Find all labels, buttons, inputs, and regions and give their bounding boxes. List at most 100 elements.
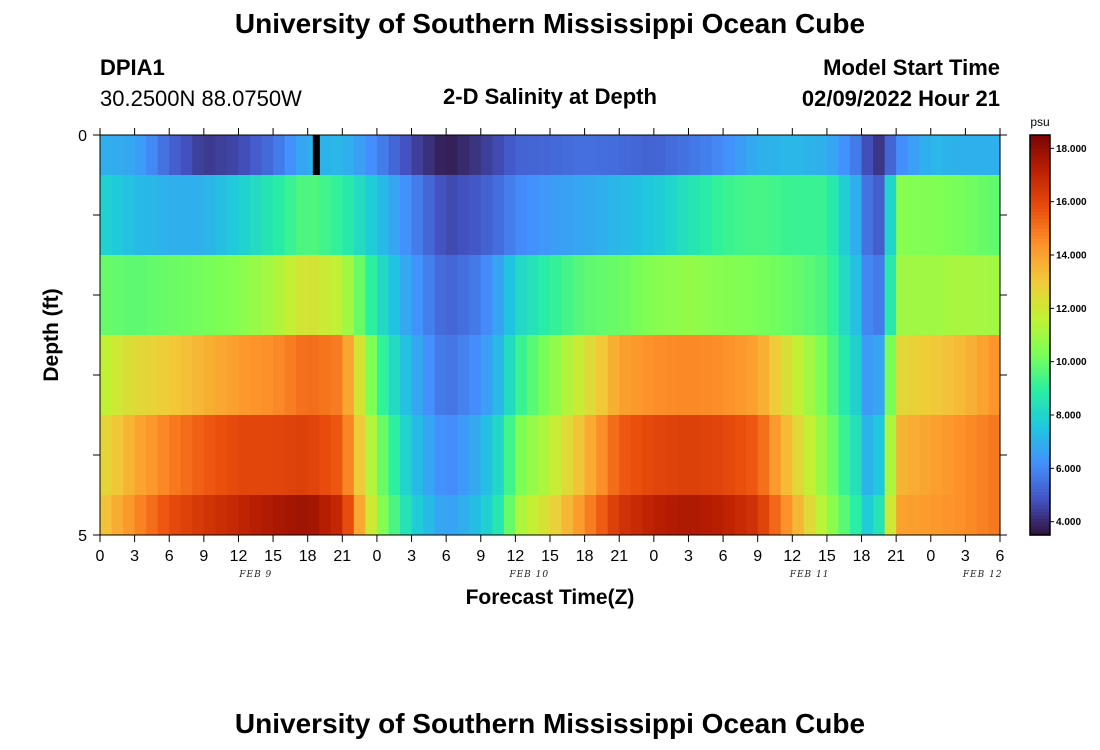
colorbar-segment: [1030, 521, 1050, 526]
heatmap-cell: [169, 175, 182, 255]
heatmap-cell: [226, 335, 240, 415]
heatmap-cell: [988, 255, 1001, 335]
heatmap-cell: [538, 415, 551, 495]
heatmap-cell: [584, 415, 597, 495]
heatmap-cell: [284, 175, 297, 255]
heatmap-cell: [573, 335, 586, 415]
heatmap-cell: [653, 415, 666, 495]
x-tick-label: 6: [996, 548, 1005, 565]
heatmap-cell: [319, 175, 332, 255]
heatmap-cell: [884, 415, 897, 495]
heatmap-cell: [838, 415, 851, 495]
heatmap-cell: [700, 335, 713, 415]
heatmap-cell: [296, 335, 309, 415]
heatmap-cell: [757, 175, 770, 255]
heatmap-cell: [284, 335, 297, 415]
colorbar-segment: [1030, 305, 1050, 309]
heatmap-cell: [953, 175, 966, 255]
colorbar-segment: [1030, 285, 1050, 289]
heatmap-cell: [203, 175, 216, 255]
heatmap-cell: [342, 415, 355, 495]
colorbar-segment: [1030, 321, 1050, 326]
heatmap-cell: [769, 495, 782, 535]
heatmap-cell: [446, 175, 459, 255]
colorbar-segment: [1030, 231, 1050, 236]
colorbar-segment: [1030, 215, 1050, 219]
heatmap-cell: [342, 175, 355, 255]
heatmap-cell: [573, 135, 586, 175]
heatmap-cell: [642, 335, 655, 415]
colorbar-segment: [1030, 301, 1050, 306]
heatmap-cell: [573, 255, 586, 335]
heatmap-cell: [146, 175, 159, 255]
heatmap-cell: [676, 415, 690, 495]
heatmap-cell: [607, 255, 620, 335]
colorbar-segment: [1030, 178, 1050, 183]
heatmap-cell: [607, 415, 620, 495]
heatmap-cell: [134, 495, 147, 535]
heatmap-cell: [942, 415, 955, 495]
heatmap-cell: [307, 495, 320, 535]
heatmap-cell: [757, 135, 770, 175]
heatmap-cell: [769, 255, 782, 335]
heatmap-cell: [965, 175, 978, 255]
heatmap-cell: [296, 255, 309, 335]
x-tick-label: 21: [610, 548, 628, 565]
colorbar-segment: [1030, 258, 1050, 263]
heatmap-cell: [503, 495, 516, 535]
colorbar-segment: [1030, 418, 1050, 423]
colorbar-segment: [1030, 411, 1050, 416]
heatmap-cell: [838, 255, 851, 335]
x-tick-label: 9: [199, 548, 208, 565]
heatmap-cell: [238, 495, 251, 535]
heatmap-cell: [653, 135, 666, 175]
heatmap-cell: [769, 135, 782, 175]
heatmap-cell: [976, 495, 990, 535]
heatmap-cell: [480, 135, 493, 175]
heatmap-cell: [226, 135, 240, 175]
heatmap-cell: [769, 415, 782, 495]
heatmap-cell: [653, 255, 666, 335]
heatmap-cell: [157, 495, 170, 535]
heatmap-cell: [723, 255, 736, 335]
heatmap-cell: [526, 495, 540, 535]
heatmap-cell: [642, 255, 655, 335]
heatmap-cell: [907, 335, 920, 415]
heatmap-cell: [261, 135, 274, 175]
heatmap-cell: [123, 255, 136, 335]
heatmap-cell: [826, 495, 840, 535]
heatmap-cell: [261, 255, 274, 335]
heatmap-cell: [365, 495, 378, 535]
heatmap-cell: [838, 175, 851, 255]
heatmap-cell: [457, 135, 470, 175]
heatmap-cell: [157, 415, 170, 495]
heatmap-cell: [688, 255, 701, 335]
heatmap-cell: [526, 255, 540, 335]
heatmap-cell: [100, 415, 113, 495]
heatmap-cell: [896, 495, 909, 535]
heatmap-cell: [711, 415, 724, 495]
heatmap-cell: [434, 495, 447, 535]
colorbar-segment: [1030, 388, 1050, 393]
heatmap-cell: [480, 175, 493, 255]
heatmap-cell: [976, 175, 990, 255]
heatmap-cell: [157, 255, 170, 335]
colorbar-segment: [1030, 148, 1050, 153]
heatmap-cell: [400, 255, 413, 335]
heatmap-cell: [503, 175, 516, 255]
heatmap-cell: [630, 415, 643, 495]
heatmap-cell: [907, 415, 920, 495]
heatmap-cell: [273, 175, 286, 255]
colorbar-segment: [1030, 385, 1050, 389]
colorbar-segment: [1030, 141, 1050, 146]
heatmap-cell: [250, 415, 263, 495]
heatmap-cell: [215, 335, 228, 415]
heatmap-cell: [780, 255, 793, 335]
x-tick-label: 9: [753, 548, 762, 565]
colorbar-segment: [1030, 241, 1050, 246]
heatmap-cell: [515, 415, 528, 495]
heatmap-cell: [550, 175, 563, 255]
heatmap-cell: [226, 255, 240, 335]
colorbar-segment: [1030, 168, 1050, 173]
heatmap-cell: [411, 255, 424, 335]
